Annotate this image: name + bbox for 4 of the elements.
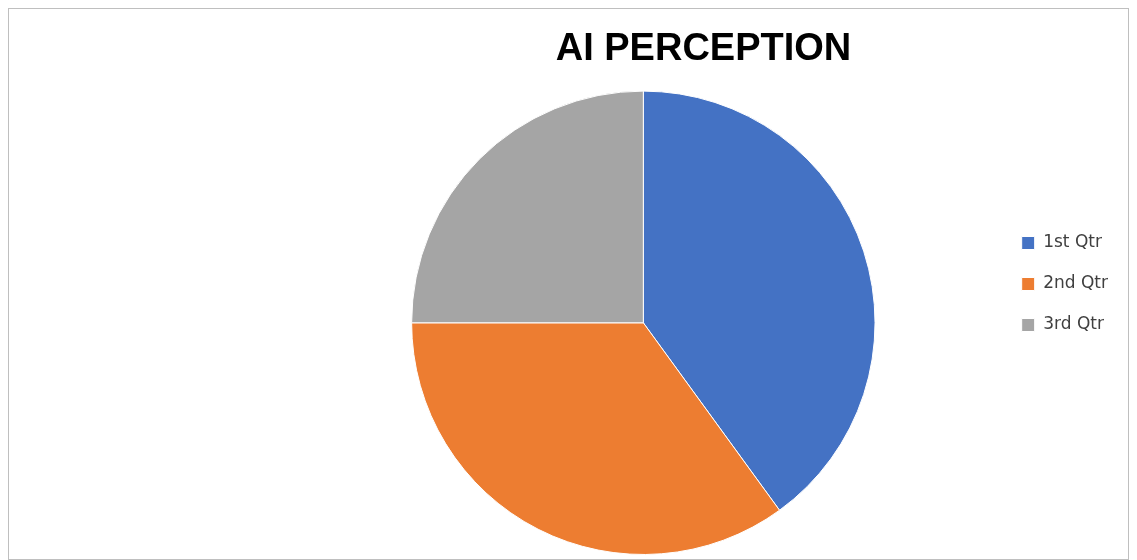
legend-label: 1st Qtr bbox=[1043, 231, 1102, 252]
chart-title: AI PERCEPTION bbox=[555, 26, 852, 69]
legend-label: 2nd Qtr bbox=[1043, 272, 1109, 293]
legend-label: 3rd Qtr bbox=[1043, 313, 1104, 334]
